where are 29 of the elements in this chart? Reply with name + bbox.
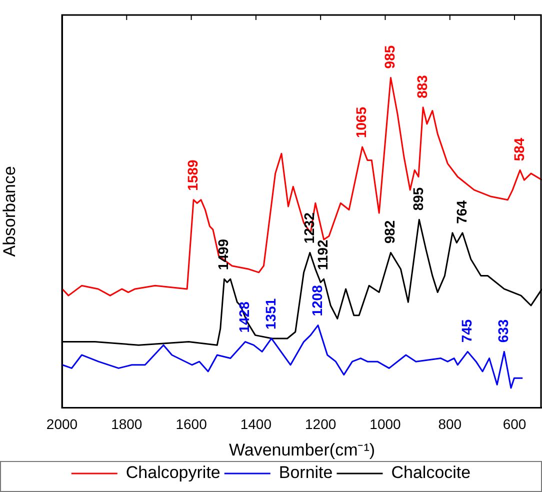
annotation: 1351: [262, 298, 278, 330]
annotation: 883: [414, 74, 430, 98]
annotation: 764: [453, 200, 470, 224]
x-axis-title: Wavenumber(cm⁻¹): [228, 440, 376, 460]
x-tick-label: 1600: [176, 416, 208, 432]
annotation: 1192: [314, 239, 331, 270]
y-axis-title: Absorbance: [0, 166, 19, 257]
annotation: 985: [382, 45, 398, 69]
legend-label: Bornite: [278, 463, 333, 482]
x-tick-label: 600: [502, 416, 526, 432]
annotation: 1065: [353, 106, 370, 138]
x-tick-label: 1400: [240, 416, 272, 432]
legend-label: Chalcopyrite: [126, 463, 220, 482]
annotation: 1232: [300, 212, 317, 244]
annotation: 745: [458, 319, 475, 343]
x-tick-label: 1000: [370, 416, 402, 432]
x-tick-label: 2000: [46, 416, 78, 432]
x-tick-label: 1800: [111, 416, 142, 432]
x-tick-label: 1200: [305, 416, 336, 432]
annotation: 982: [382, 220, 398, 244]
annotation: 895: [410, 187, 426, 211]
annotation: 1208: [308, 284, 325, 316]
legend-label: Chalcocite: [391, 463, 471, 482]
x-tick-label: 800: [438, 416, 462, 432]
annotation: 1589: [184, 159, 200, 191]
annotation: 1428: [236, 301, 252, 333]
annotation: 584: [510, 138, 527, 162]
annotation: 633: [495, 319, 512, 343]
annotation: 1499: [215, 238, 232, 270]
